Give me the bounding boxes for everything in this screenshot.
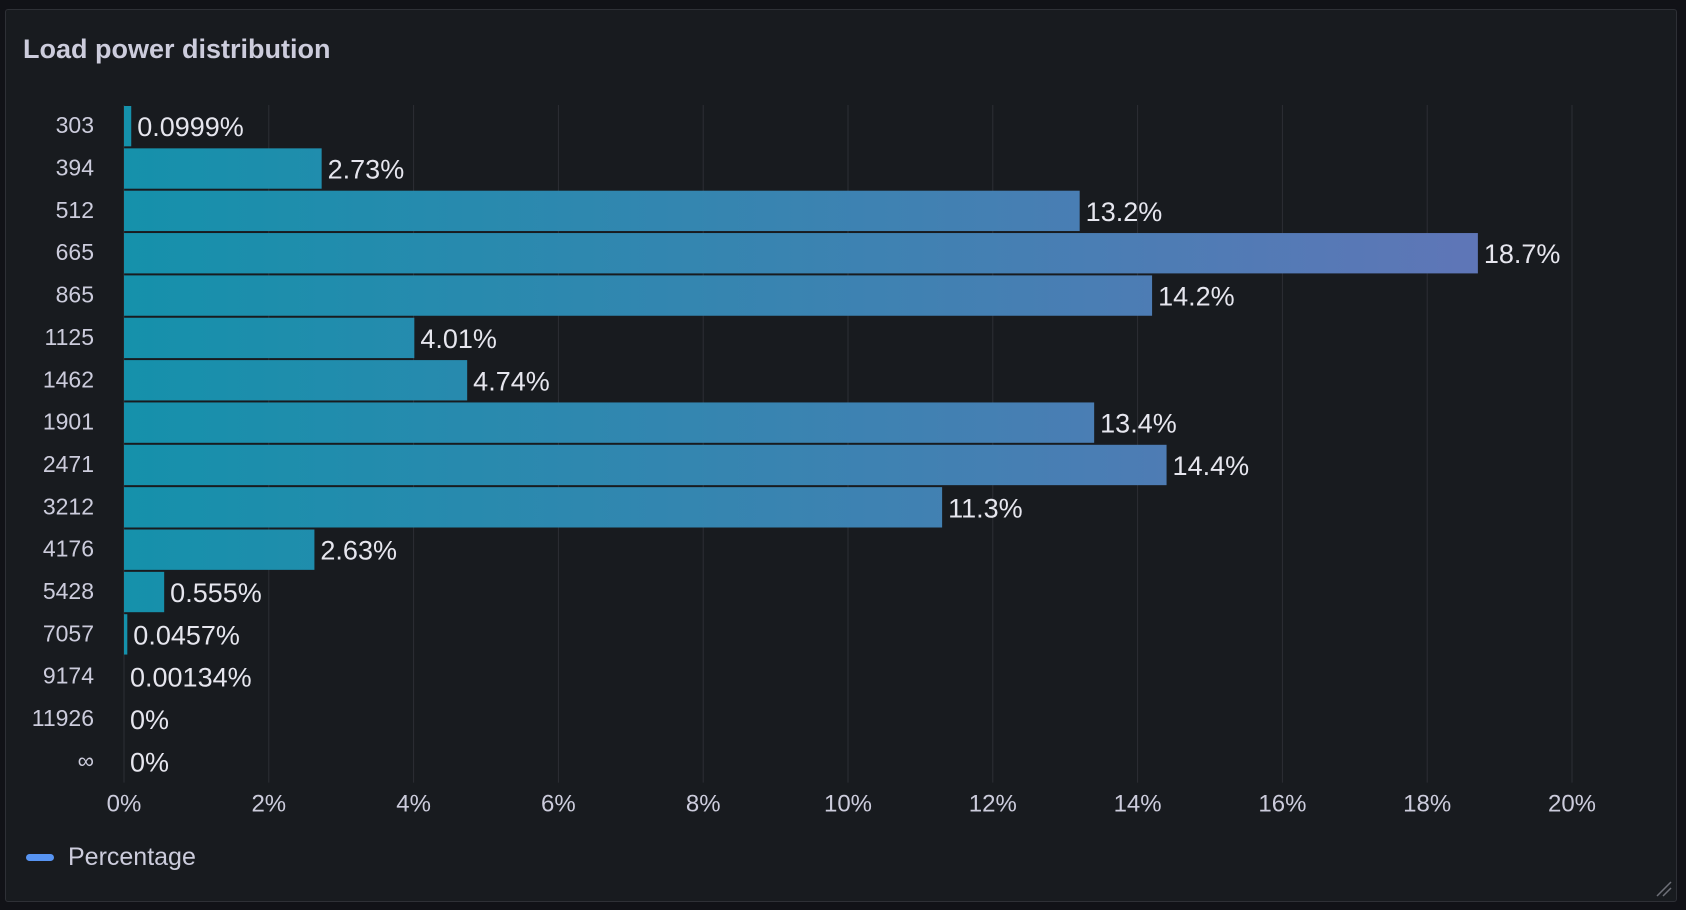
y-category-label: 4176 — [43, 536, 94, 562]
bars — [124, 106, 1478, 655]
bar[interactable] — [124, 360, 468, 401]
bar-value-label: 0% — [130, 747, 169, 777]
x-tick-label: 12% — [969, 791, 1017, 818]
bar[interactable] — [124, 275, 1153, 316]
bar[interactable] — [124, 402, 1095, 443]
bar[interactable] — [124, 571, 165, 613]
bar-value-label: 11.3% — [948, 493, 1023, 523]
x-tick-label: 2% — [251, 791, 286, 818]
y-category-label: ∞ — [78, 747, 94, 773]
y-category-label: 9174 — [43, 663, 94, 689]
bar[interactable] — [124, 487, 943, 528]
y-category-label: 1462 — [43, 366, 94, 392]
bar-value-label: 13.4% — [1100, 409, 1177, 439]
y-axis-labels: 303 394 512 665 865 1125 1462 1901 2471 3212 4176 5… — [32, 112, 94, 773]
x-tick-label: 4% — [396, 791, 431, 818]
bar-value-label: 18.7% — [1484, 239, 1561, 269]
bar-value-label: 0.0999% — [137, 112, 244, 142]
bar[interactable] — [124, 317, 415, 359]
bar-value-label: 13.2% — [1086, 197, 1163, 227]
y-category-label: 11926 — [32, 705, 94, 731]
y-category-label: 865 — [56, 282, 94, 308]
bar-value-label: 0.0457% — [133, 620, 240, 650]
x-tick-label: 16% — [1258, 791, 1306, 818]
bar-value-label: 0% — [130, 705, 169, 735]
bar[interactable] — [124, 529, 315, 570]
resize-handle-icon[interactable] — [1654, 879, 1672, 897]
bar-value-label: 4.01% — [420, 324, 497, 354]
bar-value-label: 0.555% — [170, 578, 262, 608]
bar-value-label: 2.73% — [328, 155, 405, 185]
x-axis-ticks: 0% 2% 4% 6% 8% 10% 12% 14% 16% 18% 20% — [107, 791, 1596, 818]
bar[interactable] — [124, 190, 1080, 232]
bar[interactable] — [124, 233, 1478, 274]
y-category-label: 7057 — [43, 620, 94, 646]
y-category-label: 665 — [56, 239, 94, 265]
x-tick-label: 6% — [541, 791, 576, 818]
bar-value-label: 4.74% — [473, 366, 550, 396]
y-category-label: 2471 — [43, 451, 94, 477]
x-tick-label: 20% — [1548, 791, 1596, 818]
legend-label: Percentage — [68, 843, 196, 871]
y-category-label: 303 — [56, 112, 94, 138]
bar-value-label: 0.00134% — [130, 663, 252, 693]
panel-title: Load power distribution — [23, 34, 331, 64]
bar-value-label: 2.63% — [320, 536, 397, 566]
bar[interactable] — [124, 148, 322, 189]
bar-value-label: 14.4% — [1173, 451, 1250, 481]
data-labels: 0.0999% 2.73% 13.2% 18.7% 14.2% 4.01% 4.74% 13.… — [130, 112, 1560, 777]
x-tick-label: 0% — [107, 791, 142, 818]
y-category-label: 1125 — [45, 324, 94, 350]
x-tick-label: 8% — [686, 791, 721, 818]
bar[interactable] — [124, 614, 128, 655]
bar-value-label: 14.2% — [1158, 282, 1235, 312]
y-category-label: 3212 — [43, 493, 94, 519]
x-tick-label: 18% — [1403, 791, 1451, 818]
y-category-label: 512 — [56, 197, 94, 223]
y-category-label: 5428 — [43, 578, 94, 604]
bar[interactable] — [124, 444, 1167, 486]
legend[interactable]: Percentage — [26, 843, 196, 872]
legend-swatch — [26, 854, 54, 861]
bar[interactable] — [124, 106, 132, 147]
y-category-label: 394 — [56, 155, 95, 181]
x-tick-label: 14% — [1114, 791, 1162, 818]
x-tick-label: 10% — [824, 791, 872, 818]
y-category-label: 1901 — [43, 409, 94, 435]
